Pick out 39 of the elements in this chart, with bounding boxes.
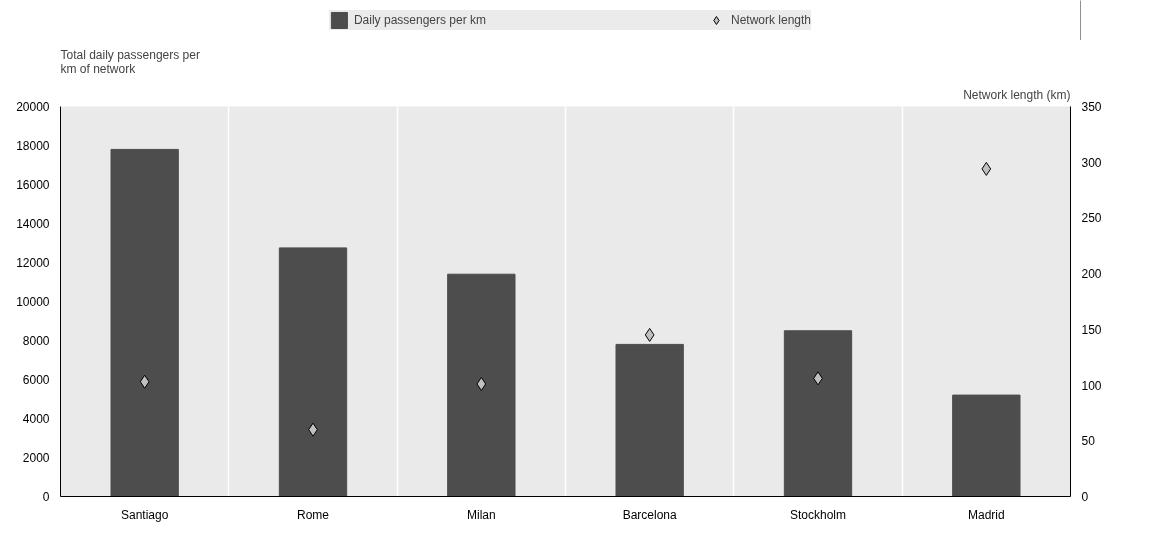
bar: [783, 330, 853, 497]
y-tick-label: 2000: [22, 451, 50, 465]
y-axis-title: Total daily passengers per km of network: [60, 47, 200, 76]
y2-tick-label: 150: [1081, 322, 1102, 337]
y2-tick-label: 100: [1081, 378, 1102, 393]
y-tick-label: 16000: [16, 178, 50, 192]
y2-tick-label: 200: [1081, 267, 1102, 282]
point: [476, 376, 487, 391]
y-tick-label: 4000: [22, 412, 50, 426]
point: [139, 374, 150, 389]
x-tick-label: Rome: [297, 507, 330, 522]
bar: [952, 394, 1021, 497]
legend-label: Network length: [731, 13, 812, 27]
y2-axis-title: Network length (km): [963, 87, 1071, 102]
y2-tick-label: 50: [1081, 434, 1096, 449]
x-tick-label: Madrid: [967, 507, 1005, 522]
bar: [110, 148, 179, 497]
x-tick-label: Santiago: [120, 507, 169, 522]
bar: [278, 247, 348, 497]
y-tick-label: 8000: [22, 334, 50, 348]
y2-tick-label: 250: [1081, 211, 1102, 226]
point: [644, 327, 655, 342]
y-tick-label: 10000: [16, 295, 50, 309]
y2-tick-label: 350: [1081, 100, 1102, 114]
y-tick-label: 14000: [16, 217, 50, 231]
x-tick-label: Milan: [467, 507, 496, 522]
x-tick-label: Stockholm: [789, 507, 847, 522]
x-tick-label: Barcelona: [622, 507, 678, 522]
y-tick-label: 12000: [16, 256, 50, 270]
bar: [447, 273, 516, 497]
y-tick-label: 20000: [16, 100, 50, 114]
y-tick-label: 18000: [16, 139, 50, 153]
y-tick-label: 6000: [22, 373, 50, 387]
y-tick-label: 0: [42, 490, 50, 504]
legend-label: Daily passengers per km: [353, 13, 487, 27]
point: [981, 161, 992, 176]
y2-tick-label: 300: [1081, 155, 1102, 170]
y2-tick-label: 0: [1081, 490, 1089, 504]
bar: [615, 343, 684, 497]
